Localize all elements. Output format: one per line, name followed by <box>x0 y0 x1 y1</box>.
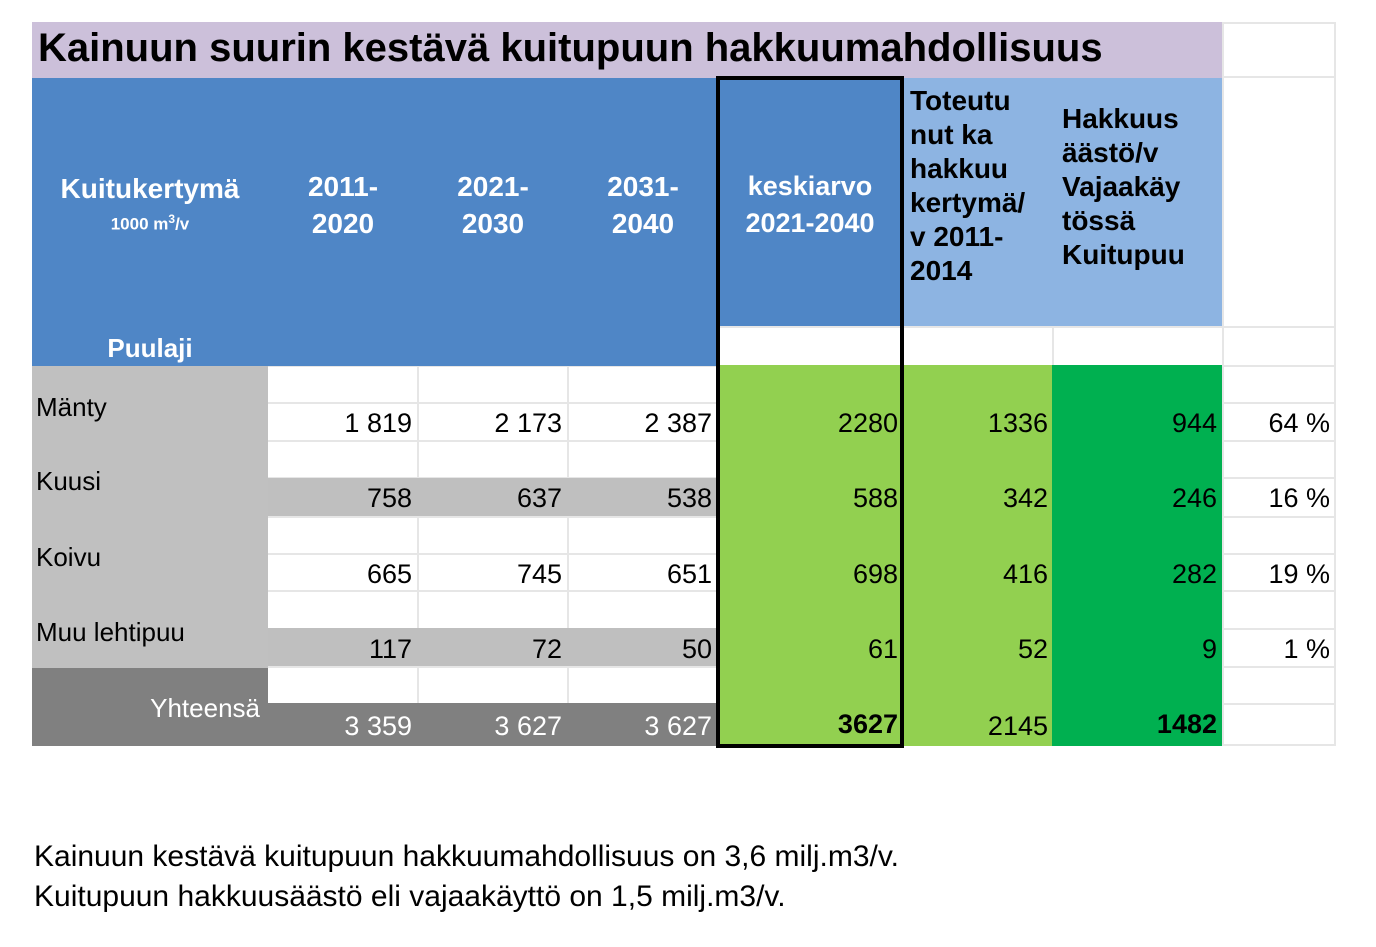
header-kuitukertyma: Kuitukertymä <box>60 173 240 204</box>
species-label-column <box>32 366 268 668</box>
grid-line <box>718 326 1336 328</box>
cell-kuusi-realized: 342 <box>1002 483 1048 513</box>
cell-total-realized: 2145 <box>987 711 1048 741</box>
cell-koivu-2031-2040: 651 <box>666 559 712 589</box>
header-block <box>32 78 717 366</box>
cell-total-savings: 1482 <box>1156 709 1217 739</box>
row-label-kuusi: Kuusi <box>36 466 102 496</box>
cell-muu-realized: 52 <box>1017 634 1048 664</box>
header-unit: 1000 m3/v <box>110 212 190 234</box>
cell-koivu-savings: 282 <box>1171 559 1217 589</box>
cell-koivu-2021-2030: 745 <box>516 559 562 589</box>
cell-kuusi-savings: 246 <box>1171 483 1217 513</box>
header-period-1: 2011- 2020 <box>307 171 379 239</box>
grid-line <box>567 365 569 745</box>
table-title: Kainuun suurin kestävä kuitupuun hakkuum… <box>38 26 1103 70</box>
cell-manty-2011-2020: 1 819 <box>344 408 412 438</box>
cell-manty-2021-2030: 2 173 <box>494 408 562 438</box>
cell-muu-average: 61 <box>867 634 898 664</box>
grid-line <box>1222 76 1336 78</box>
header-average: keskiarvo 2021-2040 <box>745 171 875 238</box>
grid-line <box>1222 22 1224 746</box>
row-band-kuusi <box>268 478 718 516</box>
title-bar <box>32 22 1222 78</box>
light-green-columns <box>718 365 1052 746</box>
header-puulaji: Puulaji <box>107 333 193 363</box>
cell-kuusi-share: 16 % <box>1268 483 1330 513</box>
total-label-cell <box>32 668 268 746</box>
header-light-block <box>902 78 1222 326</box>
cell-manty-realized: 1336 <box>987 408 1048 438</box>
cell-muu-share: 1 % <box>1283 634 1330 664</box>
cell-kuusi-average: 588 <box>852 483 898 513</box>
cell-total-average: 3627 <box>837 709 898 739</box>
cell-kuusi-2021-2030: 637 <box>516 483 562 513</box>
cell-koivu-average: 698 <box>852 559 898 589</box>
cell-manty-share: 64 % <box>1268 408 1330 438</box>
cell-koivu-share: 19 % <box>1268 559 1330 589</box>
cell-total-2031-2040: 3 627 <box>644 711 712 741</box>
cell-koivu-2011-2020: 665 <box>366 559 412 589</box>
header-realized: Toteutu nut ka hakkuu kertymä/v 2011- 2014 <box>910 85 1026 286</box>
grid-line <box>1334 22 1336 746</box>
cell-muu-2011-2020: 117 <box>368 634 412 664</box>
header-savings: Hakkuus äästö/v Vajaakäy tössä Kuitupuu <box>1062 103 1185 270</box>
grid-line <box>1222 22 1336 24</box>
grid-line <box>1052 326 1054 366</box>
dark-green-column <box>1052 365 1222 746</box>
cell-muu-savings: 9 <box>1201 634 1217 664</box>
cell-kuusi-2011-2020: 758 <box>366 483 412 513</box>
header-period-3: 2031- 2040 <box>607 171 679 239</box>
cell-total-2011-2020: 3 359 <box>344 711 412 741</box>
total-values-band <box>268 703 718 746</box>
row-band-muu-lehtipuu <box>268 628 718 666</box>
cell-kuusi-2031-2040: 538 <box>666 483 712 513</box>
cell-manty-average: 2280 <box>837 408 898 438</box>
row-label-total: Yhteensä <box>150 693 260 723</box>
cell-koivu-realized: 416 <box>1002 559 1048 589</box>
grid-line <box>417 365 419 745</box>
row-label-muu-lehtipuu: Muu lehtipuu <box>36 617 185 647</box>
cell-manty-savings: 944 <box>1171 408 1217 438</box>
header-period-2: 2021- 2030 <box>457 171 529 239</box>
note-line-1: Kainuun kestävä kuitupuun hakkuumahdolli… <box>34 840 899 873</box>
row-label-koivu: Koivu <box>36 542 102 572</box>
cell-muu-2031-2040: 50 <box>681 634 712 664</box>
row-label-manty: Mänty <box>36 392 107 422</box>
cell-manty-2031-2040: 2 387 <box>644 408 712 438</box>
note-line-2: Kuitupuun hakkuusäästö eli vajaakäyttö o… <box>34 880 786 913</box>
cell-total-2021-2030: 3 627 <box>494 711 562 741</box>
header-average-block <box>718 78 902 326</box>
cell-muu-2021-2030: 72 <box>531 634 562 664</box>
average-column-frame <box>716 76 904 748</box>
